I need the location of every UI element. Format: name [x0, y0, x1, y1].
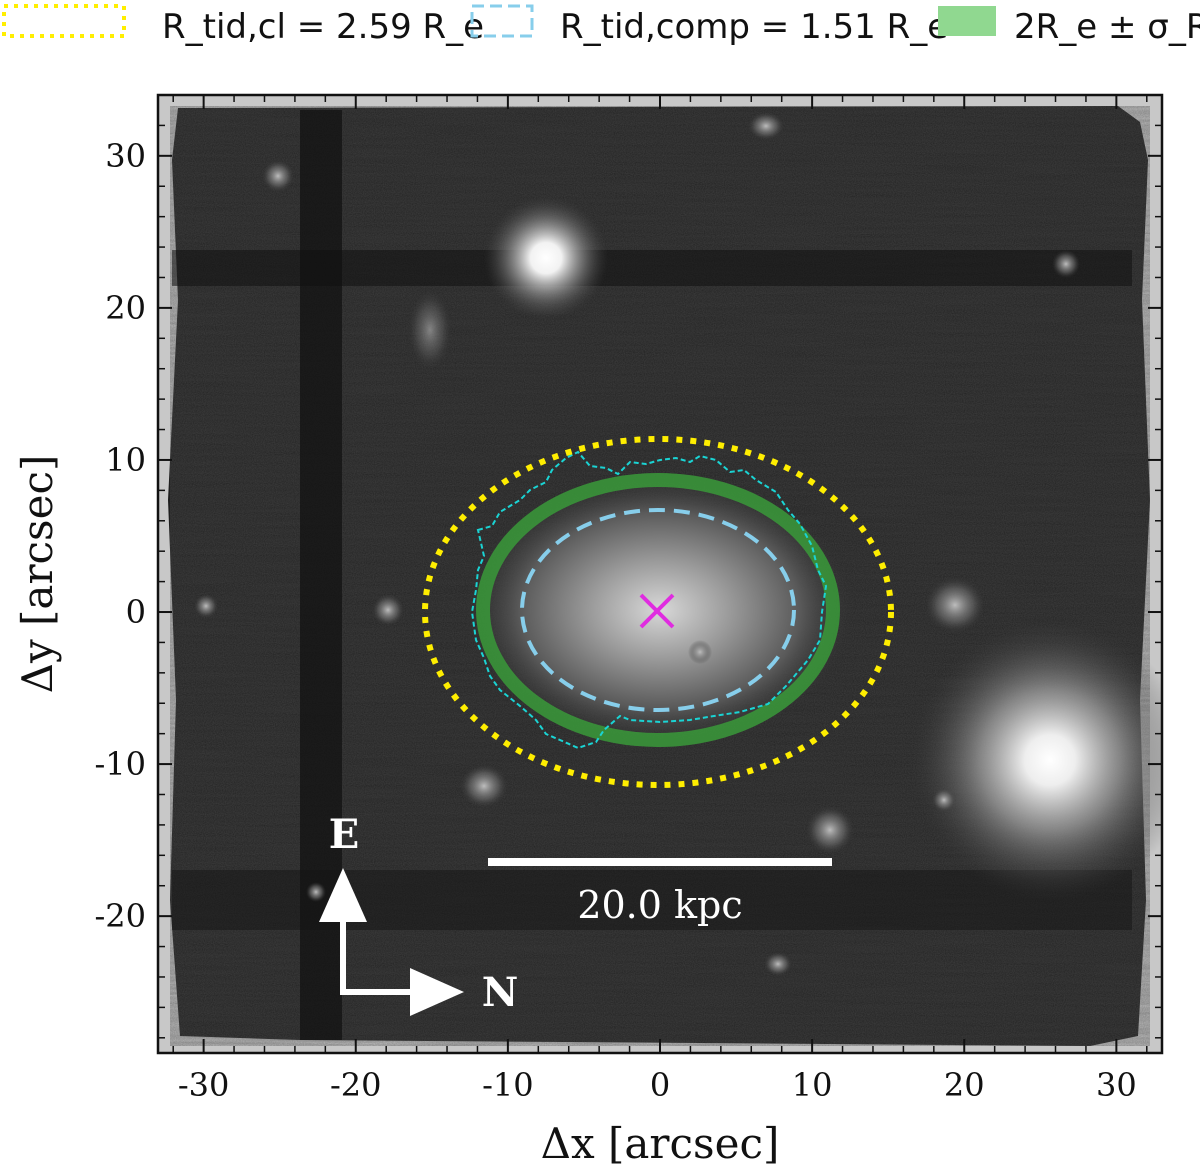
center-marker	[639, 593, 675, 629]
legend-swatch-tidal-cluster	[2, 4, 126, 38]
star	[484, 196, 608, 320]
source	[460, 764, 508, 808]
source	[925, 577, 985, 633]
source	[262, 160, 294, 192]
legend-label-tidal-companion: R_tid,comp = 1.51 R_e	[560, 7, 948, 47]
source	[806, 806, 854, 854]
x-tick-label: -10	[482, 1066, 534, 1104]
x-tick-label: 0	[650, 1066, 670, 1104]
source	[1052, 250, 1080, 278]
source	[748, 112, 784, 140]
source	[408, 290, 452, 370]
axis-tick-labels: -30 -20 -10 0 10 20 30 30 20 10 0 -10 -20	[94, 137, 1136, 1104]
y-tick-label: 10	[105, 441, 146, 479]
y-tick-label: -20	[94, 897, 146, 935]
y-tick-label: -10	[94, 745, 146, 783]
y-tick-label: 20	[105, 289, 146, 327]
x-tick-label: -20	[330, 1066, 382, 1104]
y-tick-label: 0	[126, 593, 146, 631]
legend: R_tid,cl = 2.59 R_e R_tid,comp = 1.51 R_…	[2, 4, 1200, 47]
source	[372, 594, 404, 626]
source	[764, 952, 792, 976]
axis-ticks	[158, 94, 1162, 1053]
x-tick-label: 10	[792, 1066, 833, 1104]
x-tick-label: -30	[178, 1066, 230, 1104]
x-tick-label: 20	[944, 1066, 985, 1104]
legend-swatch-effective-radius-band	[938, 6, 996, 36]
legend-swatch-tidal-companion	[470, 4, 534, 38]
scale-bar-label: 20.0 kpc	[577, 883, 742, 927]
source	[932, 788, 956, 812]
source	[306, 882, 326, 902]
y-tick-label: 30	[105, 137, 146, 175]
y-axis-label: Δy [arcsec]	[13, 455, 62, 694]
legend-label-tidal-cluster: R_tid,cl = 2.59 R_e	[162, 7, 484, 47]
tidal-radius-cluster	[422, 436, 894, 788]
x-tick-label: 30	[1096, 1066, 1137, 1104]
segmentation-contour	[470, 450, 828, 750]
x-axis-label: Δx [arcsec]	[541, 1119, 780, 1168]
image-panel: 20.0 kpc E N	[158, 95, 1162, 1053]
legend-label-effective-radius-band: 2R_e ± σ_Re	[1014, 7, 1200, 47]
effective-radius-band	[476, 473, 840, 747]
source	[688, 640, 712, 664]
compass-east-label: E	[329, 811, 360, 858]
horizontal-artifact	[172, 250, 1132, 286]
compass-north-label: N	[482, 969, 519, 1016]
tidal-radius-companion	[520, 508, 796, 712]
bright-galaxy	[910, 620, 1162, 900]
source	[194, 594, 218, 618]
